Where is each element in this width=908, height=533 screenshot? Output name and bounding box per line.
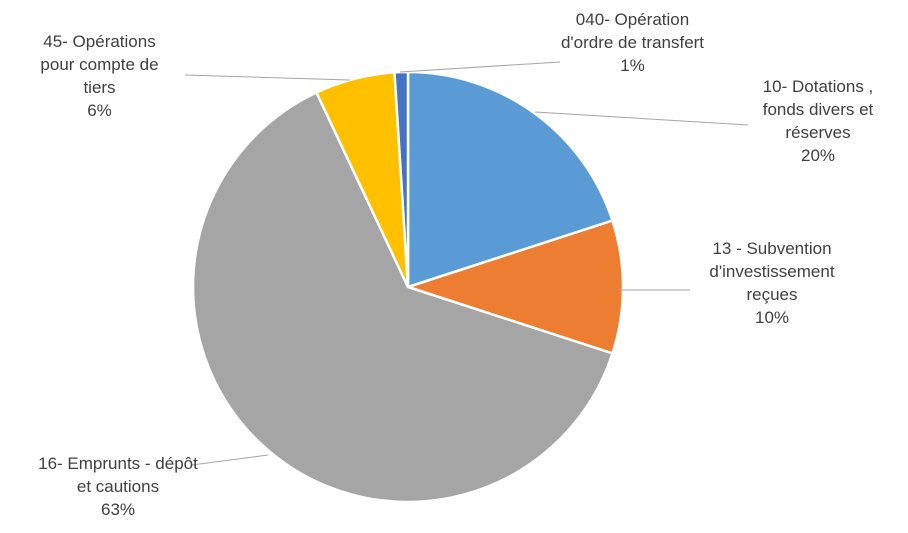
slice-label: 45- Opérations pour compte de tiers 6%: [27, 30, 172, 122]
value-label: 63%: [100, 500, 136, 519]
leader-line: [191, 454, 269, 466]
leader-line: [184, 74, 351, 81]
pie-slice: [403, 218, 625, 356]
category-label: 45- Opérations pour compte de tiers: [40, 32, 159, 97]
leader-line: [534, 111, 749, 126]
category-label: 10- Dotations , fonds divers et réserves: [762, 77, 874, 142]
value-label: 1%: [620, 56, 645, 75]
category-label: 13 - Subvention d'investissement reçues: [709, 239, 835, 304]
leader-line: [399, 61, 561, 73]
category-label: 040- Opération d'ordre de transfert: [560, 10, 705, 52]
category-label: 16- Emprunts - dépôt et cautions: [38, 454, 198, 496]
slice-label: 10- Dotations , fonds divers et réserves…: [743, 75, 893, 167]
pie-slice: [406, 70, 615, 289]
value-label: 10%: [754, 308, 790, 327]
value-label: 20%: [800, 146, 836, 165]
pie-slice: [191, 90, 615, 504]
slice-label: 13 - Subvention d'investissement reçues 1…: [687, 237, 857, 329]
slice-label: 040- Opération d'ordre de transfert 1%: [550, 8, 715, 77]
slice-label: 16- Emprunts - dépôt et cautions 63%: [38, 452, 198, 521]
value-label: 6%: [87, 101, 112, 120]
